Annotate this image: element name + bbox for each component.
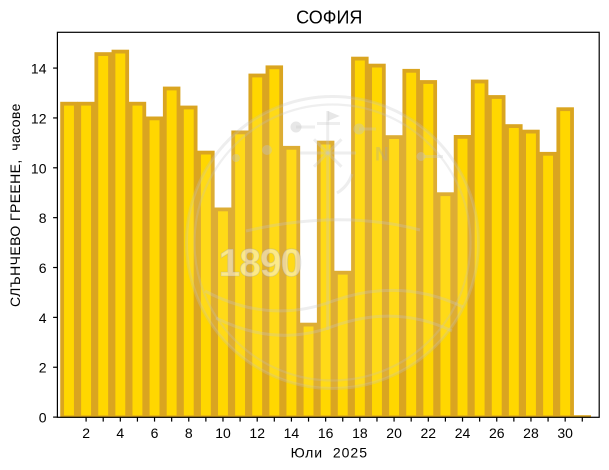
svg-text:0: 0: [39, 410, 47, 426]
svg-text:СЛЪНЧЕВО ГРЕЕНЕ, часове: СЛЪНЧЕВО ГРЕЕНЕ, часове: [7, 103, 23, 307]
svg-text:СОФИЯ: СОФИЯ: [296, 8, 362, 28]
svg-text:4: 4: [39, 310, 47, 326]
svg-text:28: 28: [523, 425, 539, 441]
svg-text:24: 24: [455, 425, 471, 441]
svg-text:10: 10: [31, 160, 47, 176]
svg-text:N: N: [375, 145, 389, 166]
svg-text:Юли 2025: Юли 2025: [291, 444, 368, 460]
svg-text:22: 22: [421, 425, 437, 441]
svg-text:6: 6: [151, 425, 159, 441]
svg-text:6: 6: [39, 260, 47, 276]
svg-text:2: 2: [39, 360, 47, 376]
svg-text:12: 12: [31, 110, 47, 126]
svg-text:30: 30: [557, 425, 573, 441]
svg-text:16: 16: [318, 425, 334, 441]
svg-text:4: 4: [116, 425, 124, 441]
svg-text:8: 8: [185, 425, 193, 441]
svg-text:10: 10: [215, 425, 231, 441]
svg-text:14: 14: [284, 425, 300, 441]
svg-text:12: 12: [249, 425, 265, 441]
svg-text:26: 26: [489, 425, 505, 441]
svg-text:18: 18: [352, 425, 368, 441]
svg-text:1890: 1890: [219, 242, 302, 285]
svg-text:20: 20: [386, 425, 402, 441]
svg-text:2: 2: [82, 425, 90, 441]
svg-text:8: 8: [39, 210, 47, 226]
svg-text:14: 14: [31, 61, 47, 77]
